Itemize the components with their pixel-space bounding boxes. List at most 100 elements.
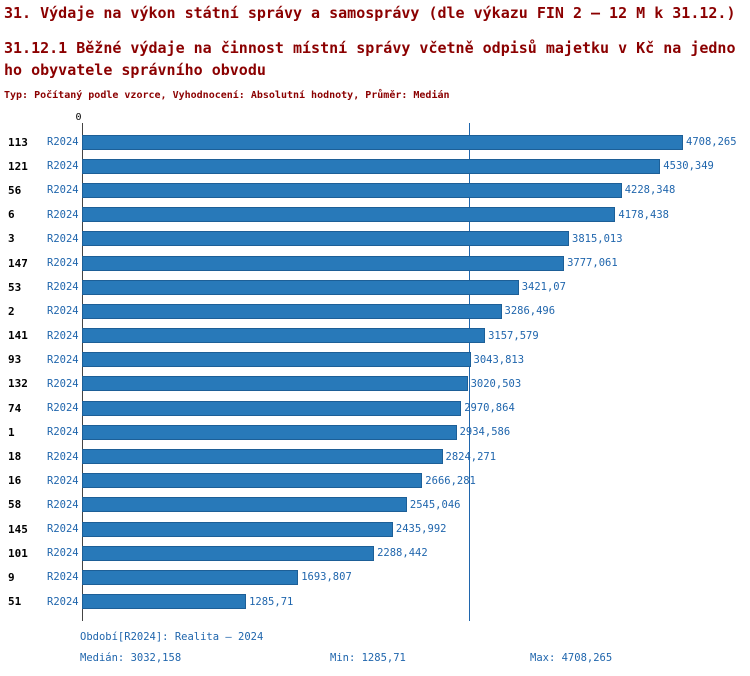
chart-row: 93 R2024 3043,813 — [0, 348, 750, 372]
bar — [82, 158, 661, 174]
row-category-label: 74 — [8, 401, 22, 415]
chart-row: 101 R2024 2288,442 — [0, 541, 750, 565]
row-series-label: R2024 — [47, 208, 79, 221]
row-series-label: R2024 — [47, 595, 79, 608]
bar-value-label: 3421,07 — [521, 281, 566, 294]
chart-row: 121 R2024 4530,349 — [0, 154, 750, 178]
row-category-label: 3 — [8, 232, 15, 246]
bar — [82, 328, 486, 344]
axis-zero-label: 0 — [75, 112, 82, 123]
chart-row: 56 R2024 4228,348 — [0, 178, 750, 202]
row-series-label: R2024 — [47, 257, 79, 270]
bar — [82, 594, 247, 610]
bar — [82, 449, 443, 465]
row-category-label: 2 — [8, 304, 15, 318]
row-series-label: R2024 — [47, 232, 79, 245]
row-series-label: R2024 — [47, 160, 79, 173]
bar-value-label: 3777,061 — [567, 257, 618, 270]
bar — [82, 569, 299, 585]
chart-row: 9 R2024 1693,807 — [0, 565, 750, 589]
row-series-label: R2024 — [47, 305, 79, 318]
report-title: 31. Výdaje na výkon státní správy a samo… — [4, 4, 736, 22]
chart-row: 132 R2024 3020,503 — [0, 372, 750, 396]
row-category-label: 93 — [8, 353, 22, 367]
row-series-label: R2024 — [47, 281, 79, 294]
row-series-label: R2024 — [47, 523, 79, 536]
bar-value-label: 2934,586 — [459, 426, 511, 439]
row-series-label: R2024 — [47, 426, 79, 439]
row-series-label: R2024 — [47, 474, 79, 487]
chart-row: 145 R2024 2435,992 — [0, 517, 750, 541]
bar — [82, 376, 468, 392]
bar — [82, 255, 565, 271]
chart-row: 74 R2024 2970,864 — [0, 396, 750, 420]
min-stat-label: Min: 1285,71 — [330, 652, 406, 664]
bar-value-label: 2288,442 — [377, 547, 428, 560]
chart-row: 51 R2024 1285,71 — [0, 590, 750, 614]
chart-rows: 113 R2024 4708,265 121 R2024 4530,349 56… — [0, 130, 750, 614]
median-stat-label: Medián: 3032,158 — [80, 652, 182, 664]
row-series-label: R2024 — [47, 571, 79, 584]
row-category-label: 9 — [8, 570, 15, 584]
bar-value-label: 2970,864 — [464, 402, 515, 415]
row-category-label: 145 — [8, 522, 28, 536]
bar — [82, 231, 569, 247]
row-category-label: 51 — [8, 595, 22, 609]
indicator-title-line1: 31.12.1 Běžné výdaje na činnost místní s… — [4, 39, 736, 57]
row-series-label: R2024 — [47, 377, 79, 390]
bar-value-label: 3043,813 — [473, 353, 525, 366]
bar-value-label: 4178,438 — [618, 208, 669, 221]
bar-value-label: 1285,71 — [249, 595, 294, 608]
row-series-label: R2024 — [47, 136, 79, 149]
chart-row: 6 R2024 4178,438 — [0, 203, 750, 227]
bar — [82, 279, 519, 295]
chart-row: 58 R2024 2545,046 — [0, 493, 750, 517]
max-stat-label: Max: 4708,265 — [530, 652, 613, 664]
chart-row: 3 R2024 3815,013 — [0, 227, 750, 251]
row-series-label: R2024 — [47, 498, 79, 511]
chart-row: 1 R2024 2934,586 — [0, 420, 750, 444]
period-label: Období[R2024]: Realita – 2024 — [80, 631, 264, 643]
chart-row: 113 R2024 4708,265 — [0, 130, 750, 154]
bar-value-label: 1693,807 — [301, 571, 352, 584]
bar — [82, 134, 683, 150]
bar — [82, 521, 393, 537]
bar — [82, 303, 502, 319]
bar — [82, 497, 407, 513]
bar — [82, 424, 457, 440]
row-category-label: 6 — [8, 208, 15, 222]
median-line — [469, 123, 470, 621]
bar — [82, 182, 622, 198]
chart-row: 16 R2024 2666,281 — [0, 469, 750, 493]
row-category-label: 121 — [8, 159, 28, 173]
row-category-label: 101 — [8, 546, 28, 560]
bar-value-label: 4708,265 — [686, 136, 737, 149]
row-category-label: 1 — [8, 425, 15, 439]
row-series-label: R2024 — [47, 329, 79, 342]
bar-value-label: 3286,496 — [504, 305, 556, 318]
row-category-label: 141 — [8, 329, 28, 343]
chart-row: 2 R2024 3286,496 — [0, 299, 750, 323]
row-category-label: 16 — [8, 474, 22, 488]
row-category-label: 58 — [8, 498, 22, 512]
bar-value-label: 4530,349 — [663, 160, 714, 173]
chart-row: 18 R2024 2824,271 — [0, 444, 750, 468]
bar-value-label: 3020,503 — [470, 377, 522, 390]
bar — [82, 473, 423, 489]
bar-value-label: 3157,579 — [488, 329, 539, 342]
value-axis-line — [82, 123, 83, 621]
indicator-title-line2: ho obyvatele správního obvodu — [4, 61, 266, 79]
row-category-label: 56 — [8, 183, 22, 197]
bar — [82, 545, 375, 561]
bar — [82, 352, 471, 368]
bar — [82, 400, 462, 416]
row-series-label: R2024 — [47, 184, 79, 197]
row-series-label: R2024 — [47, 353, 79, 366]
chart-row: 53 R2024 3421,07 — [0, 275, 750, 299]
chart-row: 147 R2024 3777,061 — [0, 251, 750, 275]
row-category-label: 18 — [8, 450, 22, 464]
row-series-label: R2024 — [47, 547, 79, 560]
row-category-label: 113 — [8, 135, 28, 149]
row-series-label: R2024 — [47, 402, 79, 415]
